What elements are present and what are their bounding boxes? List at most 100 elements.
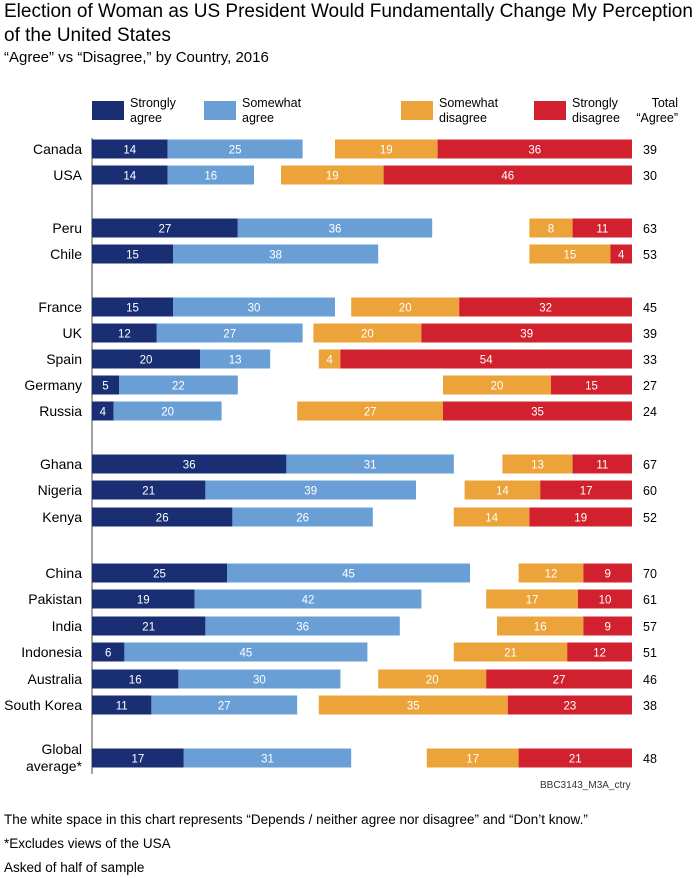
bar-chile-somewhat-agree	[173, 244, 379, 264]
bar-canada-somewhat-disagree	[335, 139, 438, 159]
data-label-germany-strongly-agree: 5	[102, 381, 108, 393]
bar-peru-somewhat-disagree	[529, 218, 573, 238]
bar-kenya-strongly-disagree	[529, 507, 632, 527]
data-label-south-korea-strongly-agree: 11	[116, 701, 128, 713]
bar-indonesia-somewhat-disagree	[453, 642, 568, 662]
data-label-france-somewhat-disagree: 20	[399, 303, 412, 315]
data-label-australia-strongly-disagree: 27	[553, 675, 566, 687]
category-label-peru: Peru	[52, 220, 82, 236]
data-label-spain-strongly-disagree: 54	[480, 355, 493, 367]
data-label-global-average-somewhat-disagree: 17	[466, 754, 479, 766]
footnote-excludes-usa: *Excludes views of the USA	[4, 836, 171, 851]
category-label-indonesia: Indonesia	[21, 644, 82, 660]
bar-chile-strongly-disagree	[610, 244, 632, 264]
bar-uk-somewhat-disagree	[313, 323, 422, 343]
bar-uk-strongly-agree	[92, 323, 157, 343]
chart-title: Election of Woman as US President Would …	[4, 1, 693, 46]
data-label-canada-somewhat-agree: 25	[229, 145, 242, 157]
data-label-canada-strongly-disagree: 36	[528, 145, 541, 157]
bar-ghana-somewhat-disagree	[502, 454, 573, 474]
bar-france-strongly-agree	[92, 297, 173, 317]
data-label-nigeria-somewhat-disagree: 14	[496, 486, 509, 498]
bar-australia-somewhat-disagree	[378, 669, 487, 689]
category-label-france: France	[38, 299, 82, 315]
bar-france-strongly-disagree	[459, 297, 632, 317]
total-agree-usa: 30	[643, 169, 657, 183]
bar-global-average-somewhat-agree	[183, 748, 352, 768]
bar-china-strongly-disagree	[583, 563, 632, 583]
data-label-germany-strongly-disagree: 15	[585, 381, 598, 393]
data-label-kenya-somewhat-disagree: 14	[485, 513, 498, 525]
total-agree-russia: 24	[643, 405, 657, 419]
data-label-india-strongly-disagree: 9	[604, 622, 610, 634]
legend-swatch-somewhat-disagree	[401, 101, 433, 120]
bar-spain-strongly-disagree	[340, 349, 632, 369]
data-label-usa-strongly-disagree: 46	[501, 171, 514, 183]
total-agree-china: 70	[643, 567, 657, 581]
data-label-nigeria-strongly-disagree: 17	[580, 486, 593, 498]
legend-swatch-strongly-agree	[92, 101, 124, 120]
data-label-usa-strongly-agree: 14	[123, 171, 136, 183]
data-label-peru-strongly-disagree: 11	[596, 224, 608, 236]
category-label-chile: Chile	[50, 246, 82, 262]
bar-germany-somewhat-disagree	[443, 375, 551, 395]
data-label-usa-somewhat-disagree: 19	[326, 171, 339, 183]
data-label-uk-somewhat-agree: 27	[223, 329, 236, 341]
data-label-ghana-somewhat-disagree: 13	[531, 460, 544, 472]
data-label-india-somewhat-disagree: 16	[534, 622, 547, 634]
data-label-south-korea-somewhat-disagree: 35	[407, 701, 420, 713]
bar-pakistan-strongly-disagree	[578, 589, 632, 609]
bar-nigeria-somewhat-agree	[205, 480, 416, 500]
total-agree-uk: 39	[643, 327, 657, 341]
bar-south-korea-somewhat-disagree	[318, 695, 508, 715]
category-label-global-average: Global average*	[26, 741, 83, 774]
category-label-india: India	[52, 618, 83, 634]
data-label-south-korea-strongly-disagree: 23	[564, 701, 577, 713]
bar-india-somewhat-disagree	[497, 616, 584, 636]
bar-france-somewhat-disagree	[351, 297, 460, 317]
data-label-nigeria-somewhat-agree: 39	[304, 486, 317, 498]
legend-label-somewhat-agree: Somewhat agree	[242, 96, 302, 125]
bar-germany-strongly-agree	[92, 375, 119, 395]
total-agree-kenya: 52	[643, 511, 657, 525]
data-label-kenya-strongly-agree: 26	[156, 513, 169, 525]
total-agree-global-average: 48	[643, 752, 657, 766]
data-label-france-strongly-disagree: 32	[539, 303, 552, 315]
bar-south-korea-strongly-disagree	[507, 695, 632, 715]
bar-indonesia-somewhat-agree	[124, 642, 368, 662]
category-label-south-korea: South Korea	[4, 697, 82, 713]
bar-spain-somewhat-disagree	[318, 349, 341, 369]
legend-swatch-somewhat-agree	[204, 101, 236, 120]
bar-india-strongly-agree	[92, 616, 206, 636]
total-agree-chile: 53	[643, 248, 657, 262]
category-label-spain: Spain	[46, 351, 82, 367]
bar-pakistan-strongly-agree	[92, 589, 195, 609]
data-label-kenya-somewhat-agree: 26	[296, 513, 309, 525]
total-agree-south-korea: 38	[643, 699, 657, 713]
data-label-south-korea-somewhat-agree: 27	[218, 701, 231, 713]
total-agree-australia: 46	[643, 673, 657, 687]
data-label-china-somewhat-disagree: 12	[545, 569, 558, 581]
bar-germany-somewhat-agree	[119, 375, 238, 395]
bar-peru-strongly-disagree	[572, 218, 632, 238]
data-label-global-average-somewhat-agree: 31	[261, 754, 274, 766]
data-label-uk-strongly-disagree: 39	[520, 329, 533, 341]
bar-uk-somewhat-agree	[156, 323, 303, 343]
total-agree-canada: 39	[643, 143, 657, 157]
data-label-chile-somewhat-agree: 38	[269, 250, 282, 262]
total-agree-nigeria: 60	[643, 484, 657, 498]
data-label-peru-somewhat-disagree: 8	[548, 224, 554, 236]
bar-nigeria-strongly-agree	[92, 480, 206, 500]
data-label-china-somewhat-agree: 45	[342, 569, 355, 581]
bar-india-somewhat-agree	[205, 616, 400, 636]
category-label-china: China	[45, 565, 82, 581]
bar-spain-somewhat-agree	[200, 349, 271, 369]
data-label-canada-somewhat-disagree: 19	[380, 145, 393, 157]
bar-ghana-strongly-disagree	[572, 454, 632, 474]
data-label-uk-somewhat-disagree: 20	[361, 329, 374, 341]
category-label-uk: UK	[63, 325, 83, 341]
data-label-ghana-strongly-disagree: 11	[596, 460, 608, 472]
bar-nigeria-strongly-disagree	[540, 480, 632, 500]
footnote-half-sample: Asked of half of sample	[4, 860, 145, 875]
data-label-chile-somewhat-disagree: 15	[564, 250, 577, 262]
